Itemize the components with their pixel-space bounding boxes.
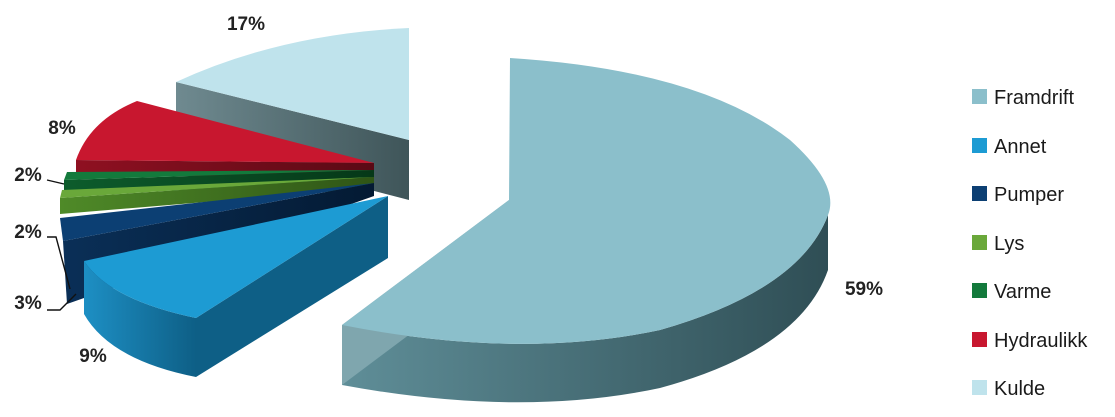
legend-label-hydraulikk: Hydraulikk xyxy=(994,330,1088,352)
pie-slice-framdrift-side xyxy=(342,215,828,403)
pie-slice-framdrift-top xyxy=(342,58,831,344)
pie-slice-framdrift xyxy=(342,58,831,403)
pie-slice-annet-side xyxy=(84,261,196,377)
legend-swatch-framdrift xyxy=(972,89,987,104)
data-label-lys: 2% xyxy=(14,222,42,243)
leader-line-pumper xyxy=(47,293,77,311)
legend-swatch-pumper xyxy=(972,186,987,201)
legend-swatch-hydraulikk xyxy=(972,332,987,347)
pie-slice-varme-top xyxy=(64,170,374,180)
legend-item: Kulde xyxy=(972,378,1045,400)
legend-swatch-kulde xyxy=(972,380,987,395)
legend-swatch-varme xyxy=(972,283,987,298)
pie-slice-lys xyxy=(60,177,374,214)
legend-swatch-annet xyxy=(972,138,987,153)
legend-item: Varme xyxy=(972,281,1051,303)
pie-slice-hydraulikk-top xyxy=(76,101,374,163)
legend: Framdrift Annet Pumper Lys Varme Hydraul… xyxy=(972,87,1088,400)
data-label-kulde: 17% xyxy=(227,14,265,35)
data-label-framdrift: 59% xyxy=(845,279,883,300)
data-label-annet: 9% xyxy=(79,346,107,367)
pie-slice-annet xyxy=(84,196,388,377)
data-label-varme: 2% xyxy=(14,165,42,186)
legend-label-pumper: Pumper xyxy=(994,184,1064,206)
legend-label-kulde: Kulde xyxy=(994,378,1045,400)
data-labels: 17% 8% 2% 2% 3% 9% 59% xyxy=(14,14,883,367)
legend-label-annet: Annet xyxy=(994,136,1047,158)
legend-label-lys: Lys xyxy=(994,233,1024,255)
legend-label-varme: Varme xyxy=(994,281,1051,303)
legend-item: Pumper xyxy=(972,184,1064,206)
pie-slice-annet-side-right xyxy=(196,196,388,377)
legend-item: Hydraulikk xyxy=(972,330,1088,352)
legend-item: Annet xyxy=(972,136,1047,158)
legend-label-framdrift: Framdrift xyxy=(994,87,1074,109)
pie-slice-kulde-top xyxy=(176,28,409,140)
data-label-hydraulikk: 8% xyxy=(48,118,76,139)
leader-line-varme xyxy=(46,179,65,185)
pie-slice-annet-top xyxy=(84,196,388,318)
leader-line-lys xyxy=(47,236,71,290)
pie-slice-lys-side xyxy=(60,177,374,214)
legend-swatch-lys xyxy=(972,235,987,250)
pie-slice-pumper-top xyxy=(60,183,374,241)
legend-item: Framdrift xyxy=(972,87,1074,109)
pie-slice-lys-top xyxy=(60,177,374,198)
leader-lines xyxy=(46,179,77,311)
legend-item: Lys xyxy=(972,233,1024,255)
data-label-pumper: 3% xyxy=(14,293,42,314)
